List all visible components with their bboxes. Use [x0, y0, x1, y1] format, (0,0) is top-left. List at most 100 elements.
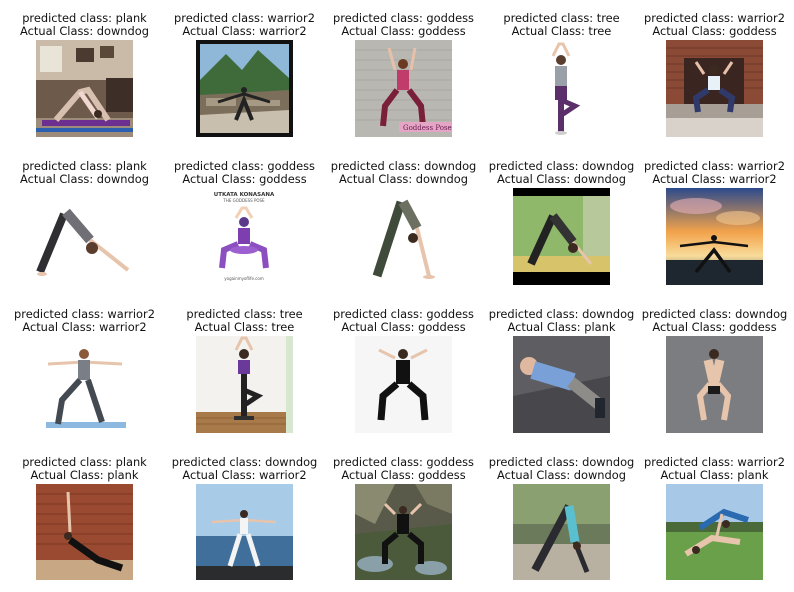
caption: predicted class: downdog Actual Class: d… — [482, 159, 641, 187]
predicted-label: predicted class: downdog — [488, 159, 635, 173]
sample-cell: predicted class: warrior2 Actual Class: … — [635, 148, 794, 296]
illustration-subtitle: THE GODDESS POSE — [222, 198, 265, 203]
predicted-label: predicted class: goddess — [333, 455, 474, 469]
actual-label: Actual Class: warrior2 — [182, 468, 307, 483]
predicted-label: predicted class: downdog — [641, 307, 788, 321]
actual-label: Actual Class: downdog — [497, 468, 626, 483]
sample-cell: predicted class: downdog Actual Class: p… — [482, 296, 641, 444]
actual-label: Actual Class: goddess — [652, 320, 777, 335]
caption: predicted class: goddess Actual Class: g… — [324, 307, 483, 335]
caption: predicted class: warrior2 Actual Class: … — [635, 455, 794, 483]
photo-woman-downdog-living-room — [36, 40, 133, 137]
sample-cell: predicted class: tree Actual Class: tree — [165, 296, 324, 444]
predicted-label: predicted class: tree — [186, 307, 303, 321]
caption: predicted class: downdog Actual Class: g… — [635, 307, 794, 335]
predicted-label: predicted class: warrior2 — [644, 11, 785, 25]
sample-cell: predicted class: goddess Actual Class: g… — [324, 0, 483, 148]
predicted-label: predicted class: goddess — [333, 307, 474, 321]
sample-cell: predicted class: warrior2 Actual Class: … — [165, 0, 324, 148]
actual-label: Actual Class: warrior2 — [22, 320, 147, 335]
predicted-label: predicted class: goddess — [174, 159, 315, 173]
sample-cell: predicted class: warrior2 Actual Class: … — [5, 296, 164, 444]
caption: predicted class: goddess Actual Class: g… — [324, 11, 483, 39]
sample-cell: predicted class: plank Actual Class: dow… — [5, 0, 164, 148]
predicted-label: predicted class: plank — [22, 159, 147, 173]
actual-label: Actual Class: downdog — [497, 172, 626, 187]
predicted-label: predicted class: warrior2 — [644, 159, 785, 173]
actual-label: Actual Class: goddess — [341, 320, 466, 335]
photo-goddess-white-background — [355, 336, 452, 433]
predicted-label: predicted class: downdog — [330, 159, 477, 173]
sample-cell: predicted class: warrior2 Actual Class: … — [635, 0, 794, 148]
illustration-footer: yogainmyoflife.com — [224, 276, 264, 281]
sample-cell: predicted class: goddess Actual Class: g… — [324, 296, 483, 444]
photo-downdog-outdoor-path — [513, 484, 610, 580]
predicted-label: predicted class: warrior2 — [14, 307, 155, 321]
sample-cell: predicted class: goddess Actual Class: g… — [165, 148, 324, 296]
actual-label: Actual Class: warrior2 — [182, 24, 307, 39]
actual-label: Actual Class: downdog — [339, 172, 468, 187]
caption: predicted class: goddess Actual Class: g… — [165, 159, 324, 187]
predicted-label: predicted class: downdog — [488, 307, 635, 321]
caption: predicted class: downdog Actual Class: d… — [482, 455, 641, 483]
sample-cell: predicted class: downdog Actual Class: d… — [482, 444, 641, 592]
caption: predicted class: plank Actual Class: dow… — [5, 159, 164, 187]
photo-goddess-illustration: UTKATA KONASANA THE GODDESS POSE yogainm… — [196, 188, 293, 285]
actual-label: Actual Class: goddess — [652, 24, 777, 39]
predicted-label: predicted class: goddess — [333, 11, 474, 25]
sample-cell: predicted class: plank Actual Class: pla… — [5, 444, 164, 592]
caption: predicted class: downdog Actual Class: w… — [165, 455, 324, 483]
photo-caption: Goddess Pose — [403, 124, 452, 132]
photo-tree-pose-white-background — [513, 40, 610, 137]
actual-label: Actual Class: warrior2 — [652, 172, 777, 187]
caption: predicted class: downdog Actual Class: p… — [482, 307, 641, 335]
photo-goddess-pose-grey-wall: Goddess Pose — [355, 40, 452, 137]
sample-cell: predicted class: downdog Actual Class: d… — [324, 148, 483, 296]
caption: predicted class: goddess Actual Class: g… — [324, 455, 483, 483]
predicted-label: predicted class: plank — [22, 11, 147, 25]
caption: predicted class: warrior2 Actual Class: … — [165, 11, 324, 39]
photo-warrior2-blue-mat — [36, 336, 133, 433]
photo-goddess-rocky-stream — [355, 484, 452, 580]
predicted-label: predicted class: warrior2 — [174, 11, 315, 25]
photo-goddess-grey-background — [666, 336, 763, 433]
photo-acro-yoga-grass — [666, 484, 763, 580]
sample-cell: predicted class: downdog Actual Class: d… — [482, 148, 641, 296]
photo-downdog-white-background — [36, 188, 133, 285]
actual-label: Actual Class: plank — [507, 320, 616, 335]
sample-cell: predicted class: warrior2 Actual Class: … — [635, 444, 794, 592]
sample-cell: predicted class: plank Actual Class: dow… — [5, 148, 164, 296]
actual-label: Actual Class: goddess — [341, 24, 466, 39]
actual-label: Actual Class: downdog — [20, 24, 149, 39]
actual-label: Actual Class: plank — [30, 468, 139, 483]
photo-man-lying-floor — [513, 336, 610, 433]
caption: predicted class: warrior2 Actual Class: … — [635, 11, 794, 39]
caption: predicted class: warrior2 Actual Class: … — [5, 307, 164, 335]
illustration-title: UTKATA KONASANA — [214, 192, 275, 198]
actual-label: Actual Class: tree — [511, 24, 612, 39]
photo-warrior2-sunset-beach — [666, 188, 763, 285]
photo-downdog-white-background-2 — [355, 188, 452, 285]
actual-label: Actual Class: tree — [194, 320, 295, 335]
caption: predicted class: tree Actual Class: tree — [482, 11, 641, 39]
sample-cell: predicted class: goddess Actual Class: g… — [324, 444, 483, 592]
predicted-label: predicted class: downdog — [171, 455, 318, 469]
sample-cell: predicted class: tree Actual Class: tree — [482, 0, 641, 148]
predicted-label: predicted class: plank — [22, 455, 147, 469]
photo-warrior2-mountain-ruins — [196, 40, 293, 137]
caption: predicted class: plank Actual Class: pla… — [5, 455, 164, 483]
sample-cell: predicted class: downdog Actual Class: g… — [635, 296, 794, 444]
photo-warrior2-ocean — [196, 484, 293, 580]
photo-tree-pose-wood-floor — [196, 336, 293, 433]
actual-label: Actual Class: goddess — [341, 468, 466, 483]
caption: predicted class: warrior2 Actual Class: … — [635, 159, 794, 187]
predicted-label: predicted class: warrior2 — [644, 455, 785, 469]
photo-side-plank-brick-wall — [36, 484, 133, 580]
sample-cell: predicted class: downdog Actual Class: w… — [165, 444, 324, 592]
actual-label: Actual Class: downdog — [20, 172, 149, 187]
actual-label: Actual Class: plank — [660, 468, 769, 483]
caption: predicted class: downdog Actual Class: d… — [324, 159, 483, 187]
caption: predicted class: tree Actual Class: tree — [165, 307, 324, 335]
actual-label: Actual Class: goddess — [182, 172, 307, 187]
